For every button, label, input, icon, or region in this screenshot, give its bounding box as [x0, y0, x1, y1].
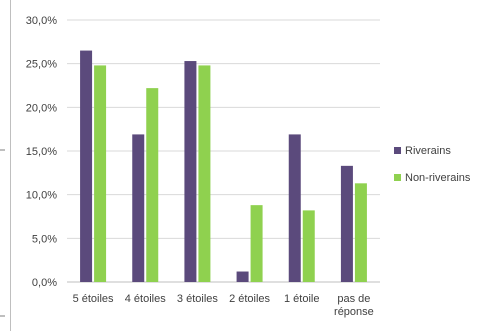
y-axis: 0,0% 5,0% 10,0% 15,0% 20,0% 25,0% 30,0%	[26, 15, 57, 289]
chart-frame	[10, 0, 501, 331]
x-tick-label: 5 étoiles	[73, 293, 114, 305]
bar-riverains-3	[236, 271, 249, 282]
y-tick-label: 25,0%	[26, 59, 57, 71]
legend-label: Non-riverains	[405, 172, 471, 184]
bar-non-riverains-5	[354, 183, 367, 282]
bar-riverains-2	[184, 61, 197, 283]
legend: Riverains Non-riverains	[394, 145, 471, 184]
bar-riverains-4	[288, 134, 301, 282]
outer-frame-marks	[0, 0, 10, 331]
y-tick-label: 0,0%	[32, 277, 57, 289]
bar-non-riverains-3	[250, 205, 263, 282]
y-tick-label: 30,0%	[26, 15, 57, 27]
gridlines	[67, 19, 380, 283]
x-axis: 5 étoiles 4 étoiles 3 étoiles 2 étoiles 1 ét…	[73, 293, 374, 318]
y-tick-label: 15,0%	[26, 146, 57, 158]
x-tick-label: 4 étoiles	[125, 293, 166, 305]
bar-riverains-5	[340, 165, 353, 282]
y-tick-label: 10,0%	[26, 190, 57, 202]
x-tick-label: 2 étoiles	[229, 293, 270, 305]
x-tick-label: 1 étoile	[284, 293, 319, 305]
y-tick-label: 5,0%	[32, 233, 57, 245]
legend-swatch	[394, 147, 401, 154]
x-tick-label: 3 étoiles	[177, 293, 218, 305]
bar-riverains-0	[80, 50, 93, 282]
bar-non-riverains-2	[198, 65, 211, 282]
bar-non-riverains-1	[146, 88, 159, 283]
y-tick-label: 20,0%	[26, 102, 57, 114]
bars	[80, 50, 367, 283]
bar-riverains-1	[132, 134, 145, 282]
bar-non-riverains-0	[94, 65, 107, 282]
legend-swatch	[394, 174, 401, 181]
x-tick-label: pas de réponse	[334, 293, 374, 318]
legend-label: Riverains	[405, 145, 451, 157]
bar-non-riverains-4	[302, 210, 315, 282]
